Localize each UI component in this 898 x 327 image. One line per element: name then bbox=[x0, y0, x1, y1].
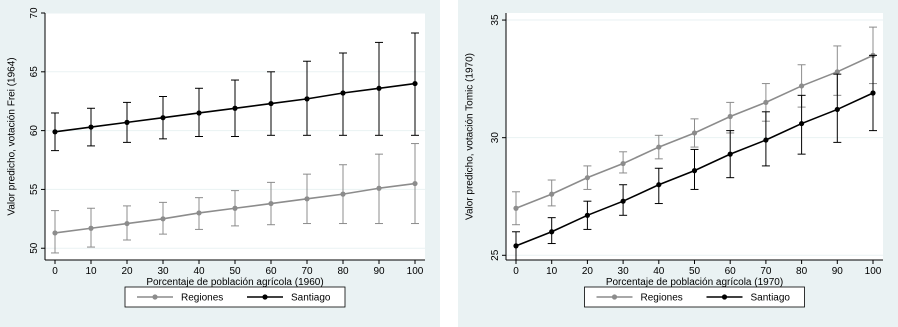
y-tick-label: 65 bbox=[29, 66, 40, 78]
y-tick-label: 50 bbox=[29, 242, 40, 254]
x-tick-label: 60 bbox=[265, 266, 277, 277]
santiago-point bbox=[268, 100, 274, 107]
x-tick-label: 40 bbox=[193, 266, 205, 277]
x-tick-label: 100 bbox=[865, 266, 882, 277]
regiones-point bbox=[340, 191, 346, 197]
legend-regiones-label: Regiones bbox=[181, 293, 223, 304]
x-tick-label: 50 bbox=[689, 266, 701, 277]
regiones-point bbox=[52, 230, 58, 236]
santiago-point bbox=[304, 96, 310, 102]
legend-santiago-marker bbox=[262, 294, 268, 300]
santiago-point bbox=[124, 119, 130, 125]
santiago-point bbox=[412, 80, 418, 87]
regiones-point bbox=[727, 113, 733, 120]
legend-box bbox=[124, 286, 346, 308]
santiago-point bbox=[88, 124, 94, 130]
legend-regiones-marker bbox=[611, 294, 618, 300]
x-tick-label: 80 bbox=[337, 266, 349, 277]
x-tick-label: 70 bbox=[760, 266, 772, 277]
santiago-point bbox=[160, 115, 166, 121]
santiago-point bbox=[763, 137, 769, 143]
santiago-point bbox=[727, 151, 733, 157]
regiones-point bbox=[656, 144, 662, 150]
y-tick-label: 35 bbox=[490, 14, 501, 26]
x-tick-label: 90 bbox=[832, 266, 844, 277]
regiones-point bbox=[763, 99, 769, 105]
santiago-point bbox=[340, 90, 346, 96]
regiones-point bbox=[691, 130, 698, 136]
regiones-point bbox=[376, 185, 382, 191]
regiones-point bbox=[834, 69, 840, 75]
x-tick-label: 0 bbox=[513, 266, 519, 277]
regiones-point bbox=[513, 205, 519, 211]
regiones-point bbox=[549, 191, 555, 197]
regiones-point bbox=[620, 160, 626, 167]
y-tick-label: 25 bbox=[490, 249, 501, 261]
santiago-point bbox=[799, 120, 805, 127]
x-tick-label: 10 bbox=[85, 266, 97, 277]
santiago-point bbox=[584, 212, 590, 218]
x-tick-label: 30 bbox=[618, 266, 630, 277]
santiago-point bbox=[549, 229, 555, 235]
x-tick-label: 0 bbox=[52, 266, 58, 277]
x-axis-title: Porcentaje de población agrícola (1960) bbox=[146, 277, 323, 288]
x-tick-label: 60 bbox=[725, 266, 737, 277]
legend-regiones-marker bbox=[152, 294, 158, 300]
left-chart-panel: 50 55 60 65 70 0 10 20 30 40 50 60 70 80 90 100 Porcenta… bbox=[0, 0, 440, 327]
regiones-point bbox=[412, 180, 418, 187]
legend-box bbox=[584, 286, 805, 308]
regiones-point bbox=[196, 210, 202, 216]
santiago-point bbox=[52, 129, 58, 135]
y-tick-label: 30 bbox=[490, 132, 501, 144]
regiones-point bbox=[124, 220, 130, 227]
x-tick-label: 50 bbox=[229, 266, 241, 277]
regiones-point bbox=[88, 225, 94, 231]
regiones-point bbox=[268, 200, 274, 207]
santiago-point bbox=[834, 106, 840, 113]
x-tick-label: 30 bbox=[157, 266, 169, 277]
frei-1964-chart: 50 55 60 65 70 0 10 20 30 40 50 60 70 80 90 100 Porcenta… bbox=[7, 7, 425, 308]
santiago-point bbox=[620, 198, 626, 204]
santiago-point bbox=[196, 110, 202, 116]
legend: Regiones Santiago bbox=[124, 286, 346, 308]
legend: Regiones Santiago bbox=[584, 286, 805, 308]
regiones-point bbox=[232, 205, 238, 211]
x-tick-label: 20 bbox=[121, 266, 133, 277]
regiones-point bbox=[584, 175, 590, 181]
santiago-point bbox=[870, 90, 876, 96]
x-tick-label: 90 bbox=[373, 266, 385, 277]
regiones-point bbox=[799, 83, 805, 89]
santiago-point bbox=[656, 182, 662, 188]
x-tick-label: 100 bbox=[407, 266, 424, 277]
legend-regiones-label: Regiones bbox=[641, 293, 683, 304]
y-axis-title: Valor predicho, votación Tomic (1970) bbox=[465, 53, 476, 220]
x-tick-label: 40 bbox=[653, 266, 665, 277]
x-tick-label: 80 bbox=[796, 266, 808, 277]
x-tick-label: 20 bbox=[582, 266, 594, 277]
legend-santiago-label: Santiago bbox=[751, 293, 791, 304]
y-axis-title: Valor predicho, votación Frei (1964) bbox=[7, 57, 18, 215]
legend-santiago-label: Santiago bbox=[291, 293, 331, 304]
santiago-point bbox=[376, 85, 382, 91]
right-chart-panel: 25 30 35 0 10 20 30 40 50 60 70 80 90 100 Porcentaje d… bbox=[458, 0, 898, 327]
x-tick-label: 10 bbox=[546, 266, 558, 277]
y-tick-label: 55 bbox=[29, 183, 40, 195]
x-tick-label: 70 bbox=[301, 266, 313, 277]
regiones-point bbox=[160, 216, 166, 222]
legend-santiago-marker bbox=[721, 294, 728, 300]
y-tick-label: 60 bbox=[29, 125, 40, 137]
regiones-point bbox=[304, 196, 310, 202]
x-axis-title: Porcentaje de población agrícola (1970) bbox=[606, 277, 783, 288]
santiago-point bbox=[691, 168, 698, 174]
y-tick-label: 70 bbox=[29, 7, 40, 19]
santiago-point bbox=[232, 105, 238, 111]
santiago-point bbox=[513, 243, 519, 249]
tomic-1970-chart: 25 30 35 0 10 20 30 40 50 60 70 80 90 100 Porcentaje d… bbox=[465, 13, 883, 308]
